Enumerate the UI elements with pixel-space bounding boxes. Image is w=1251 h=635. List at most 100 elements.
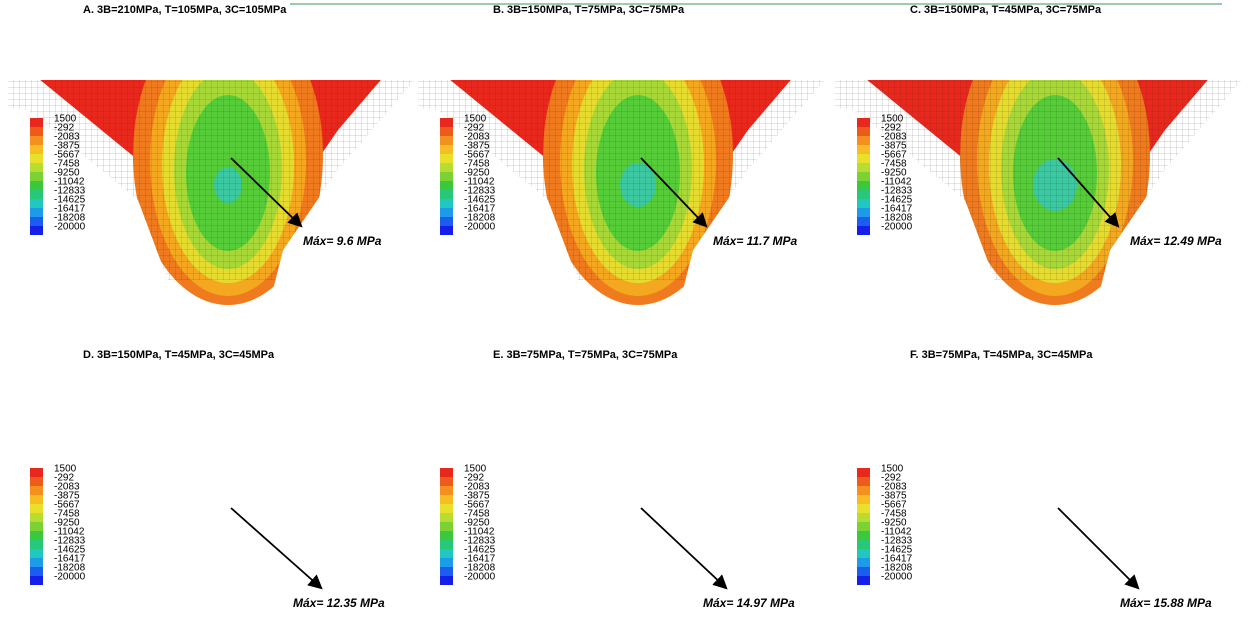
- legend-swatch: [857, 540, 870, 549]
- legend-swatch: [440, 172, 453, 181]
- legend-label: -18208: [464, 213, 496, 224]
- legend-label: 1500: [54, 114, 77, 125]
- legend-swatch: [440, 208, 453, 217]
- legend-label: -14625: [881, 545, 913, 556]
- legend-label: -12833: [54, 536, 86, 547]
- panel-title: E. 3B=75MPa, T=75MPa, 3C=75MPa: [493, 349, 678, 361]
- panel: C. 3B=150MPa, T=45MPa, 3C=75MPa1500-292-…: [835, 4, 1242, 305]
- legend-label: -3875: [54, 141, 80, 152]
- legend-swatch: [857, 486, 870, 495]
- legend-label: -14625: [54, 545, 86, 556]
- legend-swatch: [440, 504, 453, 513]
- arrow: [640, 507, 728, 590]
- legend-swatch: [30, 549, 43, 558]
- legend-swatch: [30, 576, 43, 585]
- legend-swatch: [30, 477, 43, 486]
- legend-swatch: [857, 208, 870, 217]
- region: [977, 376, 1133, 635]
- region: [614, 507, 662, 563]
- legend-label: -14625: [464, 195, 496, 206]
- legend-label: -18208: [881, 213, 913, 224]
- legend-swatch: [30, 522, 43, 531]
- legend-label: -20000: [54, 572, 86, 583]
- legend-swatch: [857, 145, 870, 154]
- legend-swatch: [30, 468, 43, 477]
- legend-swatch: [30, 136, 43, 145]
- legend-label: -3875: [54, 491, 80, 502]
- legend-swatch: [30, 558, 43, 567]
- legend-swatch: [440, 576, 453, 585]
- legend-swatch: [857, 549, 870, 558]
- legend-label: -9250: [881, 518, 907, 529]
- legend-swatch: [440, 154, 453, 163]
- legend-label: -2083: [464, 482, 490, 493]
- legend-label: -292: [464, 123, 484, 134]
- legend-swatch: [857, 136, 870, 145]
- legend-swatch: [30, 513, 43, 522]
- legend-label: -12833: [464, 186, 496, 197]
- legend-label: -12833: [464, 536, 496, 547]
- legend-label: -12833: [881, 186, 913, 197]
- region: [572, 397, 704, 633]
- legend-label: 1500: [881, 464, 904, 475]
- panel-title: F. 3B=75MPa, T=45MPa, 3C=45MPa: [910, 349, 1093, 361]
- panel: E. 3B=75MPa, T=75MPa, 3C=75MPa1500-292-2…: [440, 349, 795, 633]
- legend-swatch: [440, 567, 453, 576]
- region: [584, 419, 692, 619]
- region: [989, 397, 1121, 633]
- region: [596, 445, 680, 601]
- region: [162, 397, 294, 633]
- legend-swatch: [857, 226, 870, 235]
- legend-swatch: [440, 513, 453, 522]
- legend-swatch: [30, 504, 43, 513]
- legend-label: -5667: [881, 150, 907, 161]
- max-label: Máx= 12.49 MPa: [1130, 234, 1222, 248]
- legend-label: -11042: [464, 527, 495, 538]
- legend-label: -9250: [54, 518, 80, 529]
- arrow: [1057, 507, 1140, 590]
- legend-label: -20000: [881, 572, 913, 583]
- legend-label: -5667: [881, 500, 907, 511]
- legend-swatch: [857, 190, 870, 199]
- legend-label: -292: [881, 123, 901, 134]
- legend-swatch: [30, 145, 43, 154]
- legend-label: -2083: [881, 482, 907, 493]
- legend-swatch: [30, 127, 43, 136]
- legend-swatch: [440, 522, 453, 531]
- legend-swatch: [857, 199, 870, 208]
- legend-swatch: [440, 217, 453, 226]
- legend-swatch: [440, 181, 453, 190]
- legend-swatch: [30, 495, 43, 504]
- legend-swatch: [30, 154, 43, 163]
- legend-swatch: [857, 181, 870, 190]
- legend-label: -14625: [54, 195, 86, 206]
- legend-label: -20000: [464, 572, 496, 583]
- legend-swatch: [30, 217, 43, 226]
- legend-swatch: [440, 136, 453, 145]
- legend-swatch: [440, 477, 453, 486]
- panel-title: C. 3B=150MPa, T=45MPa, 3C=75MPa: [910, 4, 1102, 16]
- region: [1027, 503, 1083, 567]
- legend-label: -9250: [881, 168, 907, 179]
- legend-swatch: [30, 567, 43, 576]
- panel: B. 3B=150MPa, T=75MPa, 3C=75MPa1500-292-…: [418, 4, 825, 305]
- legend-label: 1500: [464, 464, 487, 475]
- legend-label: -3875: [881, 141, 907, 152]
- panel-title: A. 3B=210MPa, T=105MPa, 3C=105MPa: [83, 4, 287, 16]
- legend-swatch: [857, 504, 870, 513]
- legend-label: -292: [464, 473, 484, 484]
- legend-label: -18208: [54, 563, 86, 574]
- arrow: [1057, 157, 1120, 228]
- panel: A. 3B=210MPa, T=105MPa, 3C=105MPa 1500-29…: [8, 4, 415, 305]
- legend-label: -292: [881, 473, 901, 484]
- legend-swatch: [30, 226, 43, 235]
- legend-swatch: [440, 163, 453, 172]
- legend-swatch: [30, 531, 43, 540]
- legend-label: -16417: [54, 204, 86, 215]
- region: [133, 355, 323, 635]
- legend-swatch: [857, 531, 870, 540]
- legend-label: -18208: [464, 563, 496, 574]
- legend-swatch: [30, 540, 43, 549]
- legend-swatch: [857, 118, 870, 127]
- max-label: Máx= 9.6 MPa: [303, 234, 382, 248]
